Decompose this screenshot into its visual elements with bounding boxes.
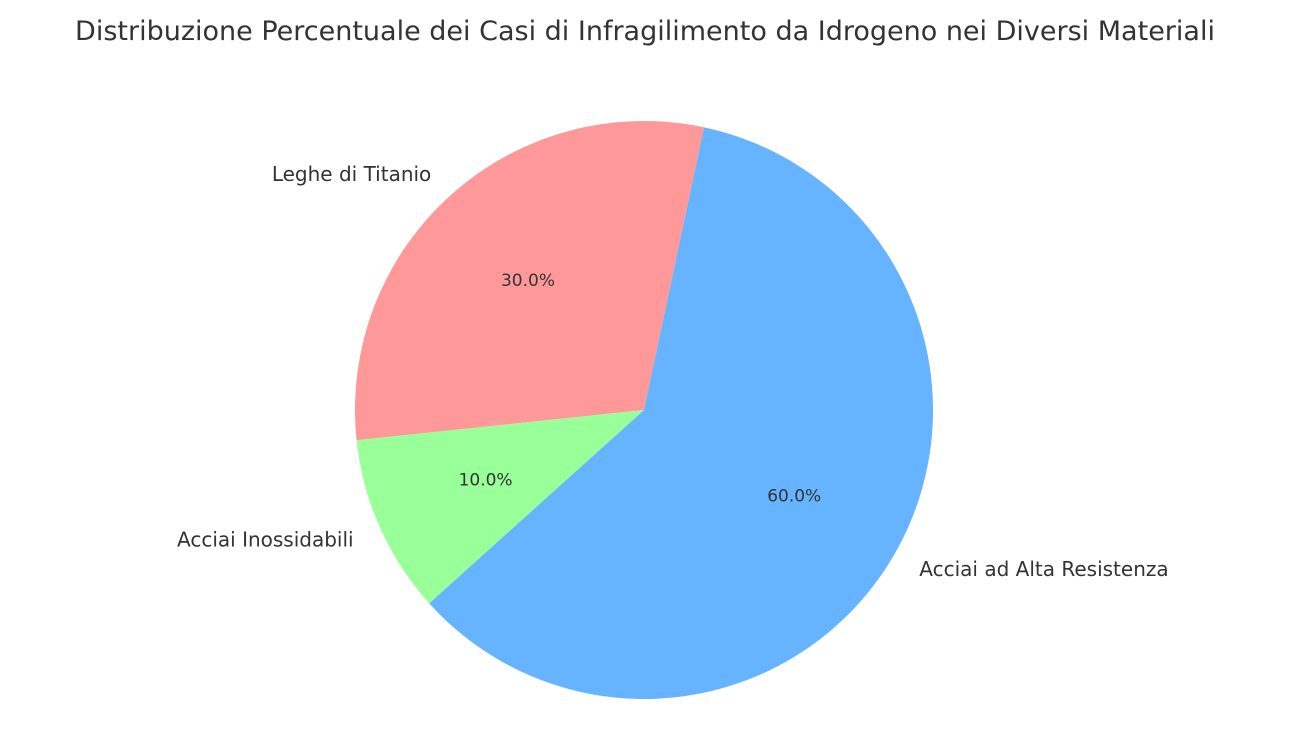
pie-pct-label-2: 10.0% bbox=[459, 471, 513, 491]
pie-slice-3 bbox=[429, 127, 934, 700]
pie-category-label-2: Acciai Inossidabili bbox=[177, 527, 354, 551]
pie-category-label-3: Acciai ad Alta Resistenza bbox=[919, 557, 1168, 581]
pie-slice-1 bbox=[354, 121, 705, 441]
pie-labels: 30.0% Leghe di Titanio 10.0% Acciai Inossid… bbox=[177, 162, 1169, 581]
chart-title: Distribuzione Percentuale dei Casi di In… bbox=[75, 16, 1215, 47]
pie-slice-2 bbox=[356, 410, 644, 604]
pie-slices bbox=[354, 121, 934, 700]
pie-pct-label-3: 60.0% bbox=[767, 487, 821, 507]
pie-pct-label-1: 30.0% bbox=[501, 271, 555, 291]
pie-category-label-1: Leghe di Titanio bbox=[272, 162, 431, 186]
